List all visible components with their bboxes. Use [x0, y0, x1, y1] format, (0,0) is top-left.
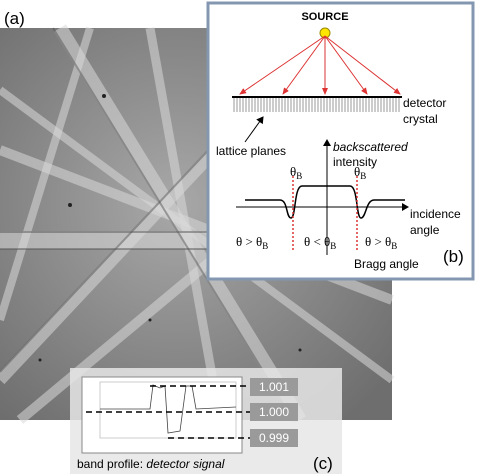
source-label: SOURCE	[301, 11, 348, 23]
shape	[298, 348, 302, 352]
level-label: 0.999	[259, 431, 289, 445]
shape	[81, 376, 243, 454]
shape	[68, 203, 72, 207]
shape	[250, 403, 298, 421]
panel-label: (b)	[443, 247, 464, 266]
rays	[239, 35, 401, 95]
shape	[324, 35, 368, 95]
detector-label: detector	[403, 96, 446, 110]
shape	[102, 94, 106, 98]
level-label: 1.001	[259, 380, 289, 394]
theta-label: θB	[354, 164, 366, 181]
caption: band profile: detector signal	[77, 457, 225, 471]
bragg-label: Bragg angle	[354, 257, 419, 271]
shape	[250, 378, 298, 396]
region-label: θ > θB	[236, 234, 268, 251]
label: band profile:	[77, 457, 146, 471]
shape	[244, 116, 264, 143]
shape	[239, 35, 326, 95]
incidence-label: angle	[410, 223, 440, 237]
shape	[148, 318, 152, 322]
level-label: 1.000	[259, 405, 289, 419]
panel-label: (c)	[313, 454, 333, 473]
intensity-label: intensity	[333, 155, 377, 169]
theta-label: θB	[290, 164, 302, 181]
shape	[0, 86, 395, 384]
profile-curve	[100, 384, 237, 434]
shape	[206, 1, 475, 281]
region-label: θ > θB	[365, 234, 397, 251]
intensity-curve	[245, 185, 405, 219]
label: detector signal	[146, 457, 224, 471]
label: B	[360, 171, 366, 181]
shape	[233, 98, 400, 112]
region-label: θ < θB	[304, 234, 336, 251]
schematic-panel: SOURCE detector crystal lattice planes ba…	[206, 1, 475, 281]
shape	[38, 358, 42, 362]
label: detector crystal	[403, 96, 446, 126]
intensity-label: backscattered	[333, 140, 408, 154]
shape	[0, 26, 94, 322]
profile-panel: 1.001 1.000 0.999 band profile: detector…	[70, 368, 342, 474]
shape	[52, 27, 294, 421]
lattice-label: lattice planes	[216, 144, 286, 158]
shape	[250, 429, 298, 447]
label: B	[296, 171, 302, 181]
label: θ	[354, 164, 360, 179]
label: incidence angle	[410, 207, 461, 237]
shape	[324, 35, 401, 95]
label: B	[391, 241, 397, 251]
shape	[86, 385, 250, 439]
label: θ > θ	[236, 234, 262, 249]
label: θ > θ	[365, 234, 391, 249]
label: B	[262, 241, 268, 251]
incidence-label: incidence	[410, 207, 461, 221]
detector-label: crystal	[403, 112, 438, 126]
label: θ < θ	[304, 234, 330, 249]
panel-label: (a)	[4, 9, 25, 28]
label: B	[330, 241, 336, 251]
label: θ	[290, 164, 296, 179]
shape	[282, 35, 326, 95]
